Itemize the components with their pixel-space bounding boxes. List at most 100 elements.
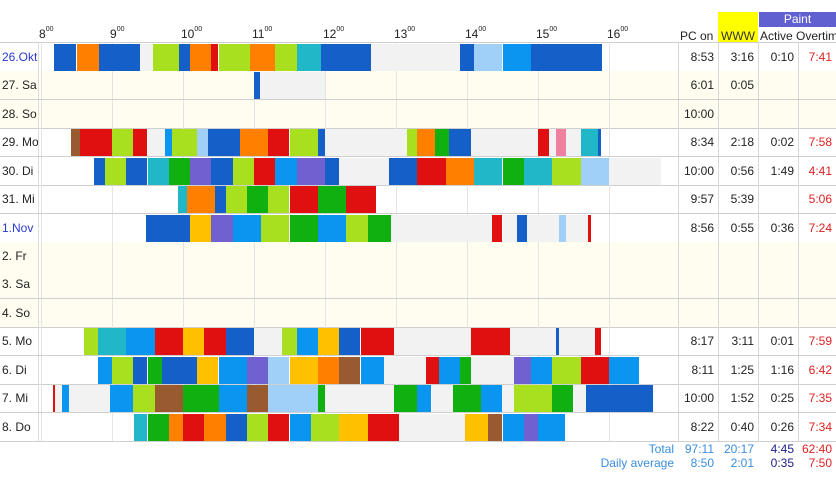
activity-segment[interactable]: [552, 157, 581, 185]
activity-segment[interactable]: [211, 44, 219, 71]
activity-segment[interactable]: [218, 44, 251, 71]
activity-segment[interactable]: [218, 385, 247, 413]
activity-segment[interactable]: [289, 186, 318, 214]
activity-segment[interactable]: [250, 44, 276, 71]
activity-segment[interactable]: [218, 356, 247, 384]
activity-segment[interactable]: [133, 129, 148, 157]
activity-segment[interactable]: [502, 214, 517, 242]
activity-timeline[interactable]: [38, 213, 679, 242]
activity-timeline[interactable]: [38, 99, 679, 128]
activity-segment[interactable]: [555, 328, 560, 356]
activity-segment[interactable]: [261, 214, 290, 242]
activity-segment[interactable]: [471, 356, 514, 384]
activity-segment[interactable]: [254, 72, 260, 100]
activity-segment[interactable]: [147, 413, 169, 441]
activity-segment[interactable]: [126, 328, 155, 356]
activity-timeline[interactable]: [38, 327, 679, 356]
activity-segment[interactable]: [491, 214, 503, 242]
activity-segment[interactable]: [391, 214, 492, 242]
activity-segment[interactable]: [254, 328, 283, 356]
activity-segment[interactable]: [502, 413, 524, 441]
activity-segment[interactable]: [84, 328, 98, 356]
activity-segment[interactable]: [140, 44, 154, 71]
activity-segment[interactable]: [459, 356, 472, 384]
activity-segment[interactable]: [268, 356, 290, 384]
activity-segment[interactable]: [609, 356, 639, 384]
activity-segment[interactable]: [527, 214, 560, 242]
activity-segment[interactable]: [214, 186, 226, 214]
activity-timeline[interactable]: [38, 355, 679, 384]
activity-segment[interactable]: [573, 385, 587, 413]
activity-segment[interactable]: [609, 157, 661, 185]
activity-timeline[interactable]: [38, 71, 679, 100]
activity-segment[interactable]: [109, 385, 134, 413]
activity-segment[interactable]: [154, 385, 183, 413]
activity-segment[interactable]: [367, 413, 399, 441]
active-header[interactable]: Active: [760, 29, 793, 43]
day-row[interactable]: 29. Mo 8:34 2:18 0:02 7:58: [0, 128, 836, 158]
activity-segment[interactable]: [183, 328, 205, 356]
activity-segment[interactable]: [501, 385, 514, 413]
activity-segment[interactable]: [190, 44, 212, 71]
activity-segment[interactable]: [339, 328, 361, 356]
activity-segment[interactable]: [97, 328, 127, 356]
activity-segment[interactable]: [393, 328, 472, 356]
activity-segment[interactable]: [55, 385, 63, 413]
activity-segment[interactable]: [317, 186, 347, 214]
day-row[interactable]: 6. Di 8:11 1:25 1:16 6:42: [0, 355, 836, 385]
activity-segment[interactable]: [246, 356, 269, 384]
activity-segment[interactable]: [147, 157, 169, 185]
day-row[interactable]: 3. Sa: [0, 270, 836, 300]
activity-segment[interactable]: [80, 129, 112, 157]
activity-segment[interactable]: [393, 385, 418, 413]
activity-segment[interactable]: [289, 356, 318, 384]
activity-segment[interactable]: [388, 157, 418, 185]
activity-segment[interactable]: [317, 328, 340, 356]
day-row[interactable]: 27. Sa 6:01 0:05: [0, 71, 836, 101]
activity-segment[interactable]: [225, 186, 247, 214]
activity-segment[interactable]: [474, 157, 503, 185]
activity-segment[interactable]: [179, 44, 191, 71]
activity-segment[interactable]: [254, 157, 276, 185]
activity-segment[interactable]: [406, 129, 418, 157]
activity-segment[interactable]: [513, 385, 553, 413]
activity-segment[interactable]: [296, 157, 325, 185]
day-row[interactable]: 26.Okt 8:53 3:16 0:10 7:41: [0, 43, 836, 72]
activity-segment[interactable]: [346, 214, 368, 242]
activity-segment[interactable]: [99, 44, 141, 71]
activity-segment[interactable]: [97, 356, 112, 384]
activity-segment[interactable]: [197, 129, 208, 157]
activity-segment[interactable]: [425, 356, 439, 384]
activity-segment[interactable]: [598, 129, 602, 157]
activity-segment[interactable]: [178, 186, 187, 214]
activity-segment[interactable]: [317, 129, 325, 157]
activity-segment[interactable]: [471, 328, 510, 356]
activity-segment[interactable]: [438, 356, 460, 384]
activity-segment[interactable]: [530, 44, 602, 71]
activity-segment[interactable]: [321, 44, 372, 71]
activity-segment[interactable]: [232, 214, 262, 242]
activity-segment[interactable]: [69, 385, 110, 413]
activity-segment[interactable]: [94, 157, 105, 185]
activity-segment[interactable]: [62, 385, 70, 413]
activity-segment[interactable]: [186, 186, 215, 214]
activity-segment[interactable]: [296, 44, 322, 71]
activity-segment[interactable]: [449, 129, 471, 157]
activity-segment[interactable]: [153, 44, 180, 71]
activity-segment[interactable]: [555, 129, 567, 157]
activity-segment[interactable]: [154, 328, 183, 356]
activity-segment[interactable]: [168, 157, 191, 185]
activity-segment[interactable]: [168, 413, 183, 441]
activity-segment[interactable]: [523, 413, 538, 441]
activity-segment[interactable]: [289, 129, 318, 157]
activity-timeline[interactable]: [38, 298, 679, 327]
activity-segment[interactable]: [502, 44, 531, 71]
day-row[interactable]: 7. Mi 10:00 1:52 0:25 7:35: [0, 384, 836, 414]
www-header[interactable]: WWW: [721, 29, 755, 43]
activity-segment[interactable]: [481, 385, 502, 413]
activity-segment[interactable]: [53, 385, 56, 413]
activity-segment[interactable]: [211, 214, 233, 242]
activity-segment[interactable]: [126, 157, 148, 185]
activity-segment[interactable]: [70, 129, 81, 157]
activity-segment[interactable]: [530, 356, 553, 384]
